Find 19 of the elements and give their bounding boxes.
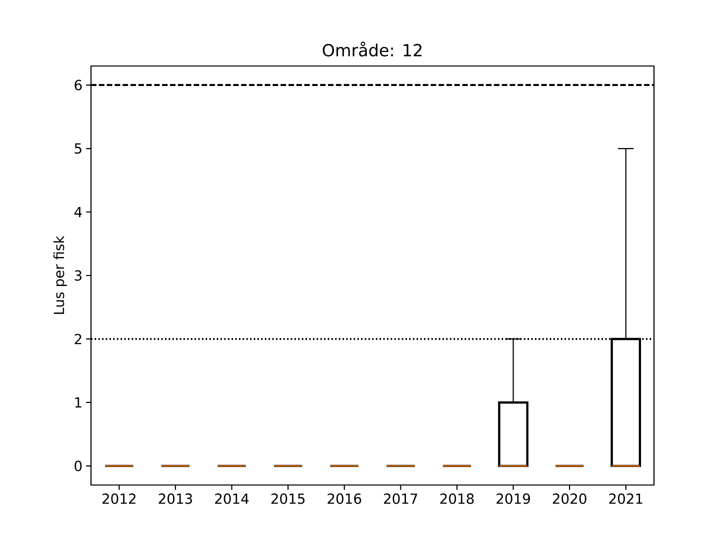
x-tick-label: 2013 [158,493,192,504]
x-tick-label: 2020 [552,493,586,504]
y-tick-label: 4 [74,206,82,218]
x-tick-label: 2017 [384,493,418,504]
y-tick-label: 1 [75,397,82,408]
y-tick-label: 3 [74,270,82,281]
y-tick-label: 5 [74,143,82,154]
y-axis-title: Lus per fisk [53,236,67,314]
x-tick-label: 2015 [271,493,305,504]
x-tick-label: 2021 [609,493,642,504]
y-tick-label: 0 [74,460,82,472]
x-tick-label: 2016 [328,493,362,504]
y-tick-label: 2 [74,334,82,344]
x-tick-label: 2012 [102,493,136,504]
x-tick-label: 2018 [440,493,474,504]
x-tick-label: 2014 [215,493,249,504]
x-tick-label: 2019 [496,493,530,504]
y-tick-label: 6 [74,80,82,90]
chart-title: Område: 12 [322,42,422,56]
